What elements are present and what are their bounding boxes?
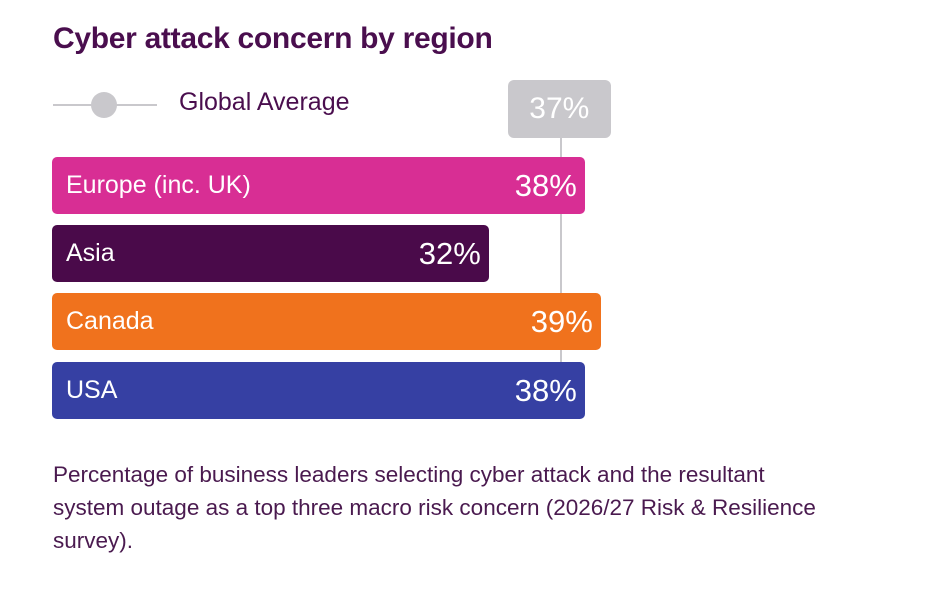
bar-value-label: 32% [418, 236, 481, 271]
legend-label: Global Average [179, 88, 350, 116]
bar-value-label: 39% [530, 304, 593, 339]
caption: Percentage of business leaders selecting… [53, 462, 816, 553]
bar-category-label: USA [66, 376, 118, 404]
legend-dot-icon [91, 92, 117, 118]
bar-category-label: Canada [66, 307, 154, 335]
legend: Global Average [53, 86, 453, 124]
bar: Europe (inc. UK) 38% [52, 157, 585, 214]
bar-category-label: Europe (inc. UK) [66, 171, 251, 199]
chart-title: Cyber attack concern by region [53, 22, 493, 55]
bar: USA 38% [52, 362, 585, 419]
global-average-line [559, 138, 562, 368]
bar: Asia 32% [52, 225, 489, 282]
bar-value-label: 38% [514, 373, 577, 408]
bar: Canada 39% [52, 293, 601, 350]
bar-category-label: Asia [66, 239, 115, 267]
global-average-label: 37% [507, 80, 611, 138]
bar-value-label: 38% [514, 168, 577, 203]
